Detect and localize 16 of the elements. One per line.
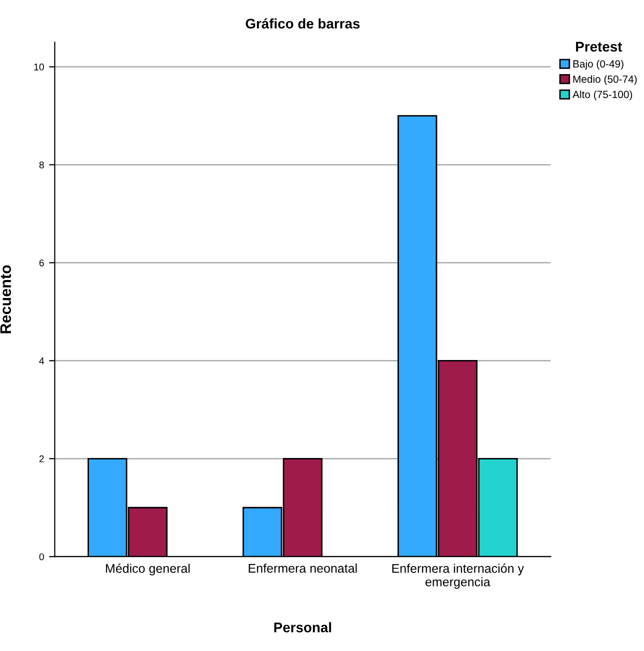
legend-label: Medio (50-74): [573, 75, 637, 85]
legend-label: Alto (75-100): [572, 90, 632, 100]
y-tick-label: 10: [34, 64, 44, 70]
y-tick-label: 4: [39, 358, 44, 364]
y-tick-label: 6: [39, 259, 44, 266]
legend-label: Bajo (0-49): [573, 60, 624, 70]
y-tick-label: 8: [39, 162, 44, 168]
x-tick-label: Médico general: [106, 564, 190, 576]
x-tick-label: Enfermera neonatal: [248, 564, 357, 573]
y-tick-label: 2: [39, 455, 44, 462]
y-axis-title: Recuento: [0, 265, 12, 334]
y-tick-label: 0: [39, 553, 44, 560]
x-axis-title: Personal: [274, 622, 332, 632]
x-tick-label: Enfermera internación y emergencia: [392, 564, 524, 589]
legend-title: Pretest: [576, 42, 622, 52]
chart-title: Gráfico de barras: [246, 18, 360, 29]
